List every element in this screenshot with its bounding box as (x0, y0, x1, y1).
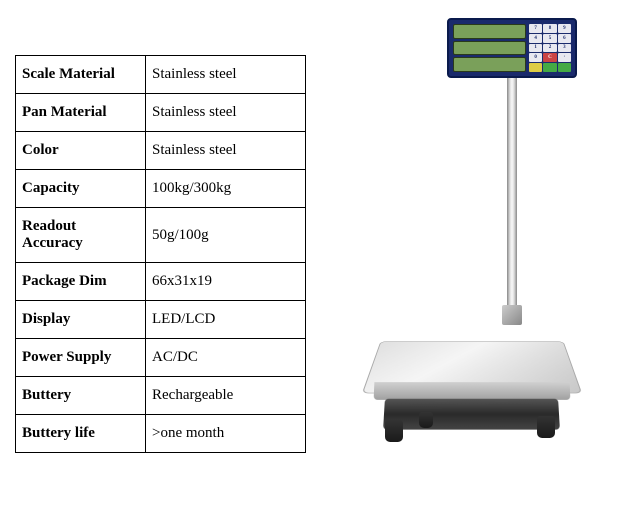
spec-label: Buttery life (16, 415, 146, 453)
table-row: Package Dim66x31x19 (16, 263, 306, 301)
keypad-key: 9 (558, 24, 571, 33)
spec-table: Scale MaterialStainless steelPan Materia… (15, 55, 306, 453)
table-row: Scale MaterialStainless steel (16, 56, 306, 94)
spec-label: Capacity (16, 170, 146, 208)
keypad-key: 6 (558, 34, 571, 43)
scale-base (383, 399, 560, 430)
spec-label: Package Dim (16, 263, 146, 301)
spec-value: Stainless steel (146, 56, 306, 94)
keypad-key (543, 63, 556, 72)
scale-display-head: 789 456 123 0C· (447, 18, 577, 78)
table-row: ColorStainless steel (16, 132, 306, 170)
spec-label: Power Supply (16, 339, 146, 377)
pan-side (374, 382, 571, 400)
spec-table-body: Scale MaterialStainless steelPan Materia… (16, 56, 306, 453)
spec-label: Readout Accuracy (16, 208, 146, 263)
foot-icon (537, 416, 555, 438)
keypad-key: 4 (529, 34, 542, 43)
table-row: Capacity100kg/300kg (16, 170, 306, 208)
lcd-row (453, 24, 526, 39)
keypad-key (529, 63, 542, 72)
keypad: 789 456 123 0C· (529, 24, 571, 72)
keypad-key: 7 (529, 24, 542, 33)
spec-value: Rechargeable (146, 377, 306, 415)
keypad-key: 2 (543, 44, 556, 53)
table-row: Readout Accuracy50g/100g (16, 208, 306, 263)
spec-value: 66x31x19 (146, 263, 306, 301)
keypad-key: 5 (543, 34, 556, 43)
keypad-key: 1 (529, 44, 542, 53)
table-row: Power SupplyAC/DC (16, 339, 306, 377)
keypad-key: 8 (543, 24, 556, 33)
table-row: ButteryRechargeable (16, 377, 306, 415)
spec-value: Stainless steel (146, 94, 306, 132)
lcd-area (453, 24, 526, 72)
table-row: DisplayLED/LCD (16, 301, 306, 339)
spec-label: Buttery (16, 377, 146, 415)
keypad-key: C (543, 53, 556, 62)
scale-platform (367, 320, 577, 440)
spec-label: Display (16, 301, 146, 339)
keypad-key (558, 63, 571, 72)
keypad-key: 3 (558, 44, 571, 53)
table-row: Buttery life>one month (16, 415, 306, 453)
lcd-row (453, 57, 526, 72)
lcd-row (453, 41, 526, 56)
spec-value: LED/LCD (146, 301, 306, 339)
spec-label: Pan Material (16, 94, 146, 132)
table-row: Pan MaterialStainless steel (16, 94, 306, 132)
spec-value: 100kg/300kg (146, 170, 306, 208)
keypad-key: 0 (529, 53, 542, 62)
spec-value: Stainless steel (146, 132, 306, 170)
spec-value: >one month (146, 415, 306, 453)
scale-pole (507, 78, 517, 313)
product-illustration: 789 456 123 0C· (357, 10, 617, 490)
spec-value: AC/DC (146, 339, 306, 377)
spec-label: Scale Material (16, 56, 146, 94)
spec-label: Color (16, 132, 146, 170)
spec-value: 50g/100g (146, 208, 306, 263)
keypad-key: · (558, 53, 571, 62)
foot-icon (419, 412, 433, 428)
foot-icon (385, 420, 403, 442)
